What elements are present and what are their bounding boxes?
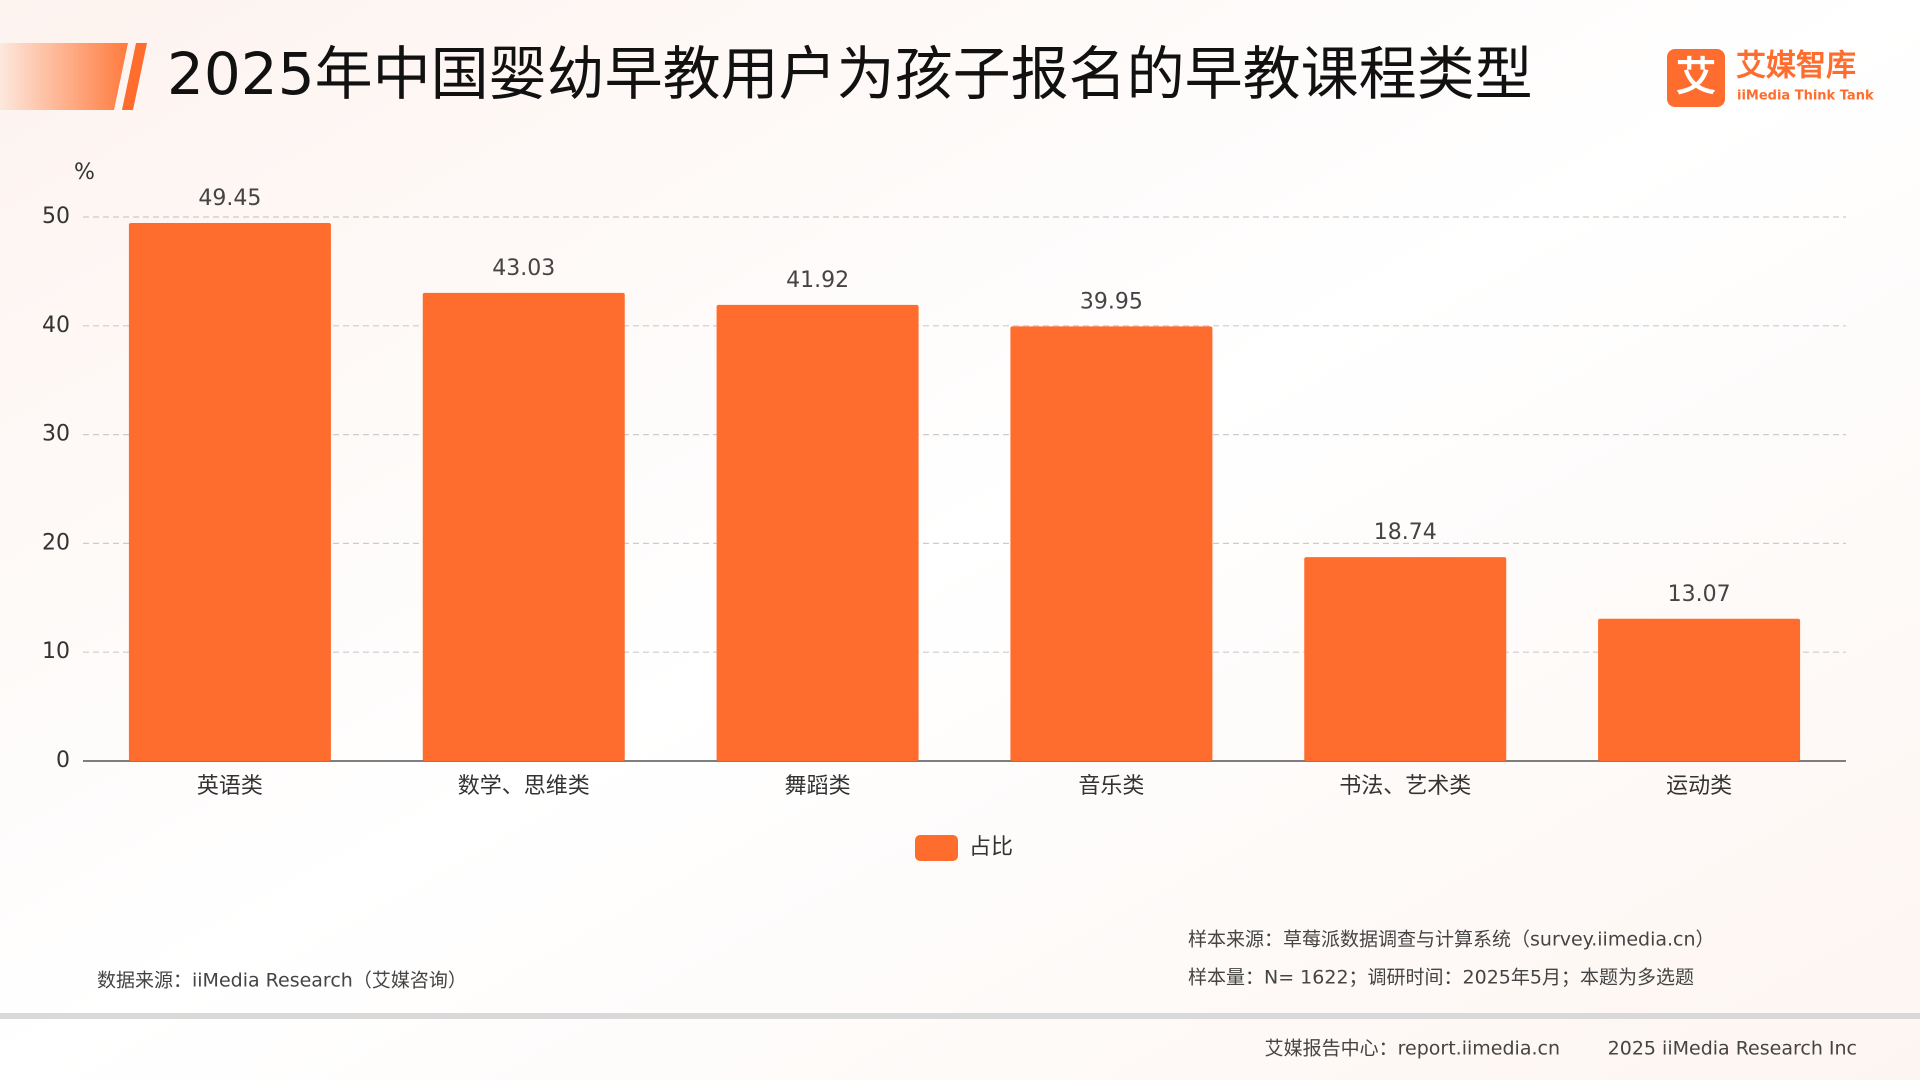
value-label: 13.07 <box>1668 582 1731 607</box>
value-label: 49.45 <box>198 186 261 211</box>
x-tick-label: 运动类 <box>1666 774 1732 799</box>
bar <box>1598 618 1801 761</box>
x-tick-label: 舞蹈类 <box>785 774 851 799</box>
value-label: 18.74 <box>1374 520 1437 545</box>
logo-name: 艾媒智库 <box>1736 49 1856 84</box>
data-source: 数据来源：iiMedia Research（艾媒咨询） <box>97 970 467 992</box>
x-tick-label: 英语类 <box>197 774 263 799</box>
sample-size: 样本量：N= 1622；调研时间：2025年5月；本题为多选题 <box>1188 967 1694 989</box>
chart-title: 2025年中国婴幼早教用户为孩子报名的早教课程类型 <box>167 40 1533 108</box>
legend-label: 占比 <box>969 835 1013 860</box>
y-tick-label: 0 <box>56 748 70 773</box>
value-label: 41.92 <box>786 268 849 293</box>
y-tick-label: 10 <box>42 639 70 664</box>
bar <box>128 222 331 761</box>
logo-subtitle: iiMedia Think Tank <box>1737 89 1874 104</box>
legend-swatch <box>915 835 958 861</box>
y-tick-label: 20 <box>42 530 70 555</box>
footer-divider <box>0 1013 1920 1019</box>
title-stripe <box>0 43 128 110</box>
x-tick-label: 书法、艺术类 <box>1339 774 1471 799</box>
title-stripe-accent <box>122 43 147 110</box>
y-tick-label: 50 <box>42 204 70 229</box>
bar <box>716 304 919 761</box>
y-unit: % <box>74 160 95 185</box>
logo-icon-text: 艾 <box>1676 54 1716 100</box>
value-label: 39.95 <box>1080 289 1143 314</box>
bar <box>1010 326 1213 761</box>
x-tick-label: 数学、思维类 <box>458 774 590 799</box>
y-tick-label: 40 <box>42 313 70 338</box>
bar <box>422 292 625 761</box>
sample-source: 样本来源：草莓派数据调查与计算系统（survey.iimedia.cn） <box>1188 929 1715 951</box>
y-tick-label: 30 <box>42 422 70 447</box>
logo-icon <box>1667 49 1725 107</box>
bar <box>1304 557 1507 761</box>
footer-copyright: 2025 iiMedia Research Inc <box>1608 1038 1857 1060</box>
value-label: 43.03 <box>492 256 555 281</box>
footer-center: 艾媒报告中心：report.iimedia.cn <box>1265 1038 1560 1060</box>
x-tick-label: 音乐类 <box>1078 774 1144 799</box>
